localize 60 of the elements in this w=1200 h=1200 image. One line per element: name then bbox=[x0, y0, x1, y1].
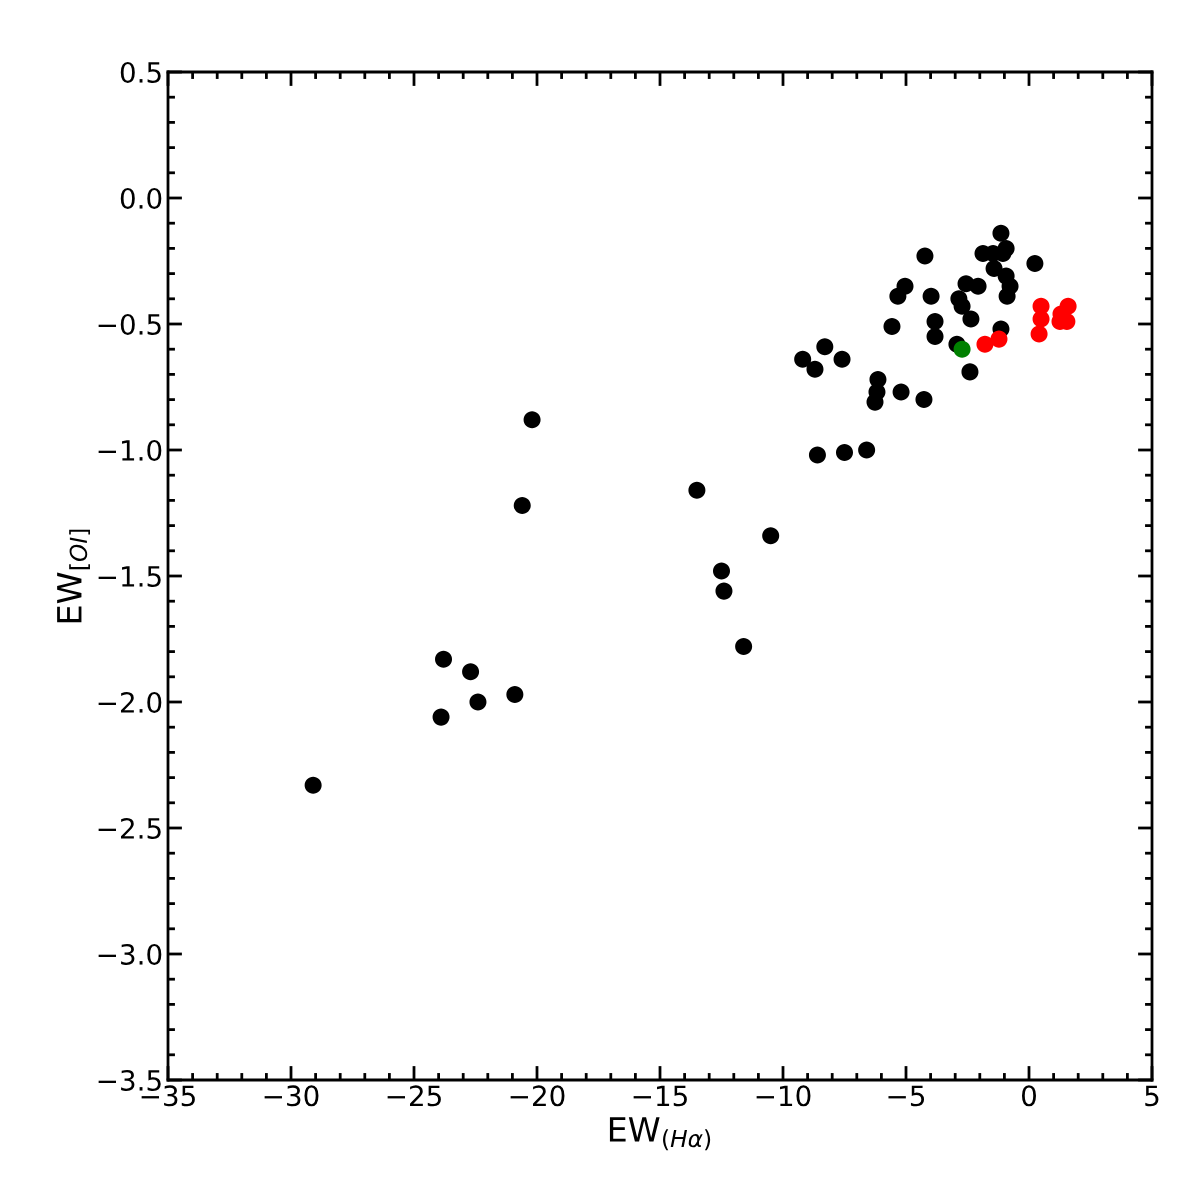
point bbox=[304, 776, 322, 794]
x-tick-label: −25 bbox=[387, 1085, 441, 1107]
point bbox=[858, 441, 876, 459]
point bbox=[962, 310, 980, 328]
point bbox=[513, 496, 531, 514]
point bbox=[808, 446, 826, 464]
point bbox=[990, 330, 1008, 348]
point bbox=[892, 383, 910, 401]
point bbox=[866, 393, 884, 411]
point bbox=[794, 350, 812, 368]
point bbox=[432, 708, 450, 726]
point bbox=[985, 260, 1003, 278]
point bbox=[435, 650, 453, 668]
x-tick-label: 0 bbox=[1021, 1085, 1036, 1107]
x-tick-label: 5 bbox=[1145, 1085, 1159, 1107]
point bbox=[961, 363, 979, 381]
y-axis-title: EW$_{[OI]}$ bbox=[57, 529, 90, 623]
point bbox=[883, 318, 901, 336]
point bbox=[762, 527, 780, 545]
point bbox=[889, 287, 907, 305]
point bbox=[523, 411, 541, 429]
y-tick-label: −0.5 bbox=[98, 313, 161, 335]
point bbox=[462, 663, 480, 681]
point bbox=[715, 582, 733, 600]
x-tick-label: −20 bbox=[510, 1085, 565, 1107]
point bbox=[712, 562, 731, 580]
point bbox=[953, 340, 971, 358]
x-tick-label: −5 bbox=[888, 1085, 925, 1107]
x-tick-label: −15 bbox=[633, 1085, 687, 1107]
y-tick-label: 0.5 bbox=[120, 61, 161, 83]
y-tick-label: −2.5 bbox=[98, 817, 161, 839]
point bbox=[916, 247, 934, 265]
point bbox=[835, 444, 854, 462]
point bbox=[969, 277, 987, 295]
point bbox=[992, 224, 1010, 242]
y-tick-label: −1.5 bbox=[98, 566, 161, 587]
y-tick-label: −3.0 bbox=[98, 943, 162, 965]
point bbox=[1026, 255, 1044, 273]
point bbox=[998, 287, 1016, 305]
point bbox=[506, 685, 524, 703]
point bbox=[1032, 310, 1050, 328]
point bbox=[915, 391, 933, 409]
y-tick-label: −2.0 bbox=[98, 691, 162, 713]
point bbox=[833, 350, 851, 368]
x-tick-label: −10 bbox=[756, 1085, 811, 1107]
point bbox=[469, 693, 487, 711]
point bbox=[953, 297, 971, 315]
point bbox=[1030, 325, 1048, 343]
point bbox=[806, 360, 824, 378]
x-axis-title: EW$_{(Hα)}$ bbox=[609, 1117, 711, 1151]
point bbox=[735, 638, 753, 656]
point bbox=[816, 338, 834, 356]
x-tick-label: −30 bbox=[264, 1085, 319, 1107]
y-tick-label: 0.0 bbox=[120, 187, 162, 209]
point bbox=[922, 287, 940, 305]
y-tick-label: −1.0 bbox=[98, 439, 162, 461]
point bbox=[688, 481, 706, 499]
point bbox=[926, 312, 944, 330]
point bbox=[976, 335, 994, 353]
point bbox=[926, 328, 944, 346]
